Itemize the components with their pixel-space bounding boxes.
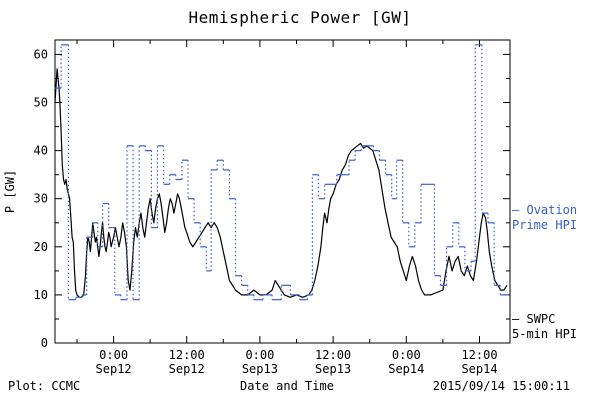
y-axis-title: P [GW] <box>3 170 17 213</box>
ovation-step-transitions <box>60 44 501 300</box>
svg-text:20: 20 <box>34 240 48 254</box>
plot-source-label: Plot: CCMC <box>8 379 81 393</box>
svg-text:Sep13: Sep13 <box>242 362 278 376</box>
swpc-line-sample-icon: — <box>512 312 520 326</box>
legend-swpc-line1: SWPC <box>526 312 556 326</box>
svg-text:0:00: 0:00 <box>99 348 128 362</box>
svg-text:12:00: 12:00 <box>169 348 205 362</box>
svg-text:50: 50 <box>34 96 48 110</box>
chart-title: Hemispheric Power [GW] <box>188 8 412 27</box>
x-axis-title: Date and Time <box>240 379 334 393</box>
svg-text:60: 60 <box>34 47 48 61</box>
svg-text:0:00: 0:00 <box>245 348 274 362</box>
svg-text:12:00: 12:00 <box>315 348 351 362</box>
ovation-series <box>55 44 509 301</box>
svg-text:Sep12: Sep12 <box>96 362 132 376</box>
svg-text:Sep14: Sep14 <box>388 362 424 376</box>
ovation-line-sample-icon: – <box>512 203 520 217</box>
plot-box: 01020304050600:00Sep1212:00Sep120:00Sep1… <box>3 39 511 376</box>
plot-timestamp: 2015/09/14 15:00:11 <box>432 379 570 393</box>
legend-swpc-line2: 5-min HPI <box>512 327 578 341</box>
svg-text:Sep14: Sep14 <box>461 362 497 376</box>
legend-ovation-row1: – Ovation <box>512 203 577 218</box>
svg-text:30: 30 <box>34 192 48 206</box>
svg-text:10: 10 <box>34 288 48 302</box>
legend-ovation-line1: Ovation <box>526 203 578 217</box>
svg-text:Sep12: Sep12 <box>169 362 205 376</box>
ovation-step-levels <box>55 44 509 301</box>
svg-text:0: 0 <box>41 336 48 350</box>
legend-swpc-row1: — SWPC <box>512 312 577 327</box>
svg-text:Sep13: Sep13 <box>315 362 351 376</box>
legend-ovation-line2: Prime HPI <box>512 218 578 232</box>
legend-ovation: – Ovation Prime HPI <box>512 203 577 233</box>
svg-text:0:00: 0:00 <box>392 348 421 362</box>
swpc-series <box>54 68 508 298</box>
legend-swpc: — SWPC 5-min HPI <box>512 312 577 342</box>
svg-text:12:00: 12:00 <box>461 348 497 362</box>
svg-text:40: 40 <box>34 144 48 158</box>
